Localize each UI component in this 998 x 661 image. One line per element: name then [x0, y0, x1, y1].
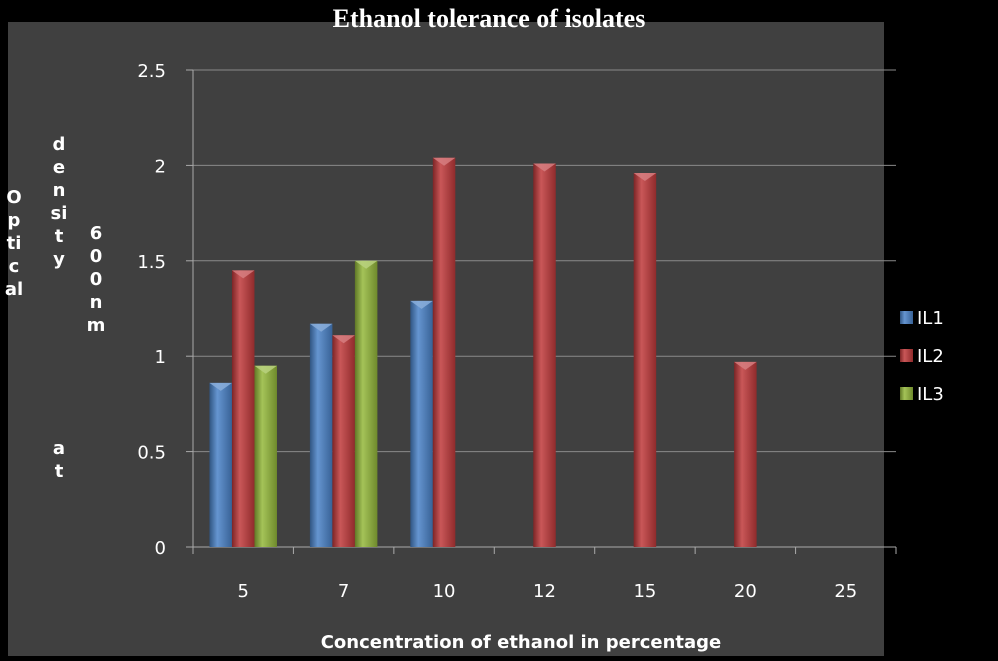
legend-swatch-il3 [900, 387, 913, 400]
bar-top-bevel [231, 270, 255, 279]
y-axis-label-word-3: at [52, 438, 66, 482]
bar-top-bevel [432, 157, 456, 166]
y-tick-label: 0.5 [137, 443, 166, 464]
legend-label-il2: IL2 [917, 346, 944, 367]
bar-il3-5 [254, 365, 277, 547]
bar-top-bevel [209, 382, 232, 391]
x-tick-label: 5 [237, 581, 248, 602]
bar-il1-7 [309, 323, 333, 547]
bar-top-bevel [633, 173, 657, 182]
y-tick-label: 1.5 [137, 252, 166, 273]
bar-top-bevel [332, 335, 355, 344]
bar-top-bevel [734, 361, 757, 370]
bar-top-bevel [410, 300, 433, 309]
legend-swatch-il2 [900, 349, 913, 362]
legend-swatch-il1 [900, 311, 913, 324]
bar-il2-20 [734, 361, 757, 547]
x-tick-label: 10 [433, 581, 456, 602]
bar-top-bevel [254, 365, 277, 374]
legend-label-il3: IL3 [917, 384, 944, 405]
legend-label-il1: IL1 [917, 308, 944, 329]
bar-il3-7 [354, 260, 378, 547]
y-axis-label-word-4: 600nm [86, 223, 106, 336]
x-tick-label: 12 [533, 581, 556, 602]
legend: IL1 IL2 IL3 [900, 308, 944, 405]
bar-il1-5 [209, 382, 232, 547]
bars-layer [209, 157, 757, 548]
x-tick-label: 15 [633, 581, 656, 602]
x-tick-label: 7 [338, 581, 349, 602]
x-tick-label: 20 [734, 581, 757, 602]
y-tick-label: 1 [155, 347, 166, 368]
bar-il2-12 [533, 163, 556, 547]
x-tick-label: 25 [834, 581, 857, 602]
bar-il2-10 [432, 157, 456, 547]
y-tick-label: 2 [155, 156, 166, 177]
y-axis-label-word-2: density [50, 134, 68, 270]
bar-top-bevel [354, 260, 378, 269]
bar-il2-5 [231, 270, 255, 547]
y-axis-label-word-1: Optical [4, 187, 24, 300]
label-layer: 0 0.5 1 1.5 2 2.5 5 7 10 12 15 20 25 [137, 61, 857, 602]
x-axis-label: Concentration of ethanol in percentage [321, 632, 722, 653]
y-tick-label: 0 [155, 538, 166, 559]
bar-top-bevel [309, 323, 333, 332]
y-tick-label: 2.5 [137, 61, 166, 82]
bar-il1-10 [410, 300, 433, 547]
bar-il2-15 [633, 173, 657, 548]
bar-il2-7 [332, 335, 355, 547]
bar-top-bevel [533, 163, 556, 172]
chart-title: Ethanol tolerance of isolates [333, 4, 646, 33]
